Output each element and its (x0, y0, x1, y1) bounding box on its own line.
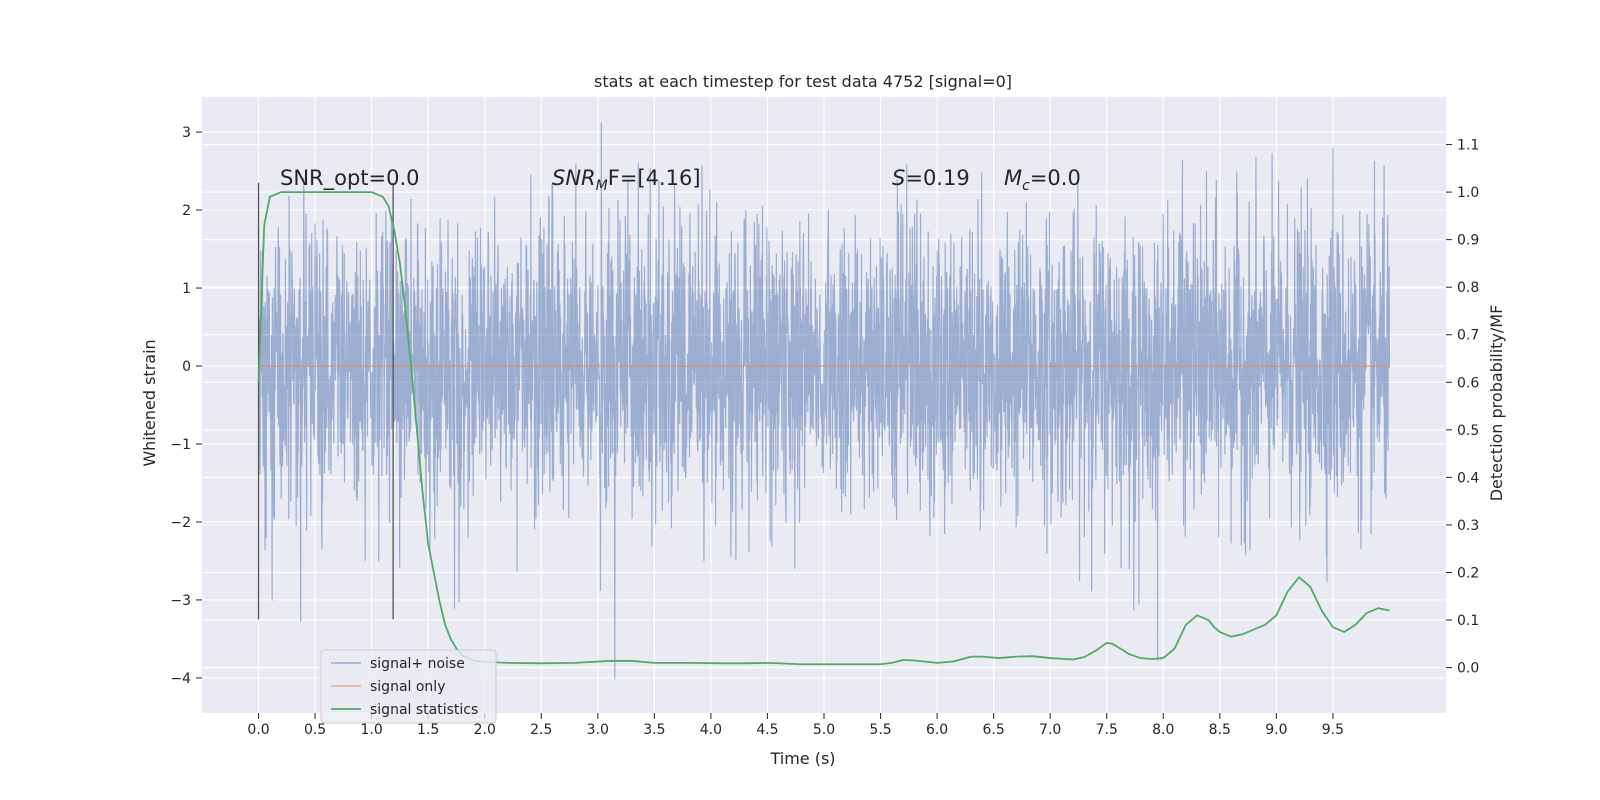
y2-tick-label-0: 1.1 (1457, 138, 1479, 154)
x-tick-label-13: 6.5 (983, 722, 1005, 738)
signal-statistics-line (257, 191, 1390, 666)
chart-title: stats at each timestep for test data 475… (594, 72, 1012, 91)
s-rest: =0.19 (905, 166, 969, 190)
x-axis-ticks: 0.0 0.5 1.0 1.5 2.0 2.5 3.0 3.5 4.0 4.5 5.0 5.5 6.0 6… (247, 713, 1344, 738)
y2-tick-label-2: 0.9 (1457, 233, 1479, 249)
x-tick-label-5: 2.5 (530, 722, 552, 738)
x-tick-label-4: 2.0 (474, 722, 496, 738)
legend-box (320, 649, 497, 724)
y2-tick-label-11: 0.0 (1457, 661, 1479, 677)
y2-tick-label-6: 0.5 (1457, 423, 1479, 439)
x-tick-label-14: 7.0 (1039, 722, 1061, 738)
series-signal-statistics (257, 191, 1390, 666)
y-tick-label-6: −3 (170, 593, 191, 609)
x-tick-label-10: 5.0 (813, 722, 835, 738)
y-axis-label: Whitened strain (140, 339, 159, 466)
vertical-markers (257, 182, 394, 620)
x-tick-label-17: 8.5 (1209, 722, 1231, 738)
y2-axis-label: Detection probability/MF (1487, 305, 1506, 502)
legend: signal+ noise signal only signal statist… (320, 649, 497, 724)
y2-axis-ticks: 1.1 1.0 0.9 0.8 0.7 0.6 0.5 0.4 0.3 0.2 0.1 0.0 (1446, 138, 1479, 677)
y2-tick-label-1: 1.0 (1457, 185, 1479, 201)
snr-mf-rest: F=[4.16] (608, 166, 701, 190)
legend-label-signal-statistics: signal statistics (370, 702, 478, 718)
annotation-mc: Mc=0.0 (1004, 166, 1081, 194)
x-tick-label-19: 9.5 (1322, 722, 1344, 738)
s-italic: S (892, 166, 905, 190)
x-tick-label-6: 3.0 (587, 722, 609, 738)
mc-rest: =0.0 (1030, 166, 1081, 190)
y2-tick-label-9: 0.2 (1457, 565, 1479, 581)
y-axis-ticks: 3 2 1 0 −1 −2 −3 −4 (170, 125, 202, 687)
x-tick-label-3: 1.5 (417, 722, 439, 738)
y2-tick-label-7: 0.4 (1457, 470, 1479, 486)
series-signal-noise (257, 122, 1391, 680)
annotation-s: S=0.19 (892, 166, 970, 190)
y2-tick-label-5: 0.6 (1457, 375, 1479, 391)
x-tick-label-8: 4.0 (700, 722, 722, 738)
mc-main: M (1004, 166, 1022, 190)
x-tick-label-2: 1.0 (361, 722, 383, 738)
annotation-snr-mf: SNRMF=[4.16] (552, 166, 701, 194)
x-tick-label-0: 0.0 (247, 722, 269, 738)
x-tick-label-9: 4.5 (756, 722, 778, 738)
x-tick-label-12: 6.0 (926, 722, 948, 738)
x-axis-label: Time (s) (769, 749, 835, 768)
y-tick-label-2: 1 (182, 281, 191, 297)
y-tick-label-7: −4 (170, 671, 191, 687)
y-tick-label-4: −1 (170, 437, 191, 453)
y2-tick-label-8: 0.3 (1457, 518, 1479, 534)
y-tick-label-3: 0 (182, 359, 191, 375)
y2-tick-label-10: 0.1 (1457, 613, 1479, 629)
y-tick-label-0: 3 (182, 125, 191, 141)
annotation-snr-opt: SNR_opt=0.0 (280, 166, 420, 191)
x-tick-label-7: 3.5 (643, 722, 665, 738)
y-tick-label-5: −2 (170, 515, 191, 531)
mc-sub: c (1022, 178, 1030, 194)
legend-label-signal-only: signal only (370, 679, 445, 695)
legend-label-signal-noise: signal+ noise (370, 656, 465, 672)
x-tick-label-1: 0.5 (304, 722, 326, 738)
signal-noise-line (257, 122, 1391, 680)
x-tick-label-18: 9.0 (1265, 722, 1287, 738)
y2-tick-label-3: 0.8 (1457, 280, 1479, 296)
snr-mf-main: SNR (552, 166, 596, 190)
x-tick-label-15: 7.5 (1096, 722, 1118, 738)
y-tick-label-1: 2 (182, 203, 191, 219)
x-tick-label-11: 5.5 (869, 722, 891, 738)
y2-tick-label-4: 0.7 (1457, 328, 1479, 344)
snr-mf-sub: M (596, 178, 608, 194)
x-tick-label-16: 8.0 (1152, 722, 1174, 738)
